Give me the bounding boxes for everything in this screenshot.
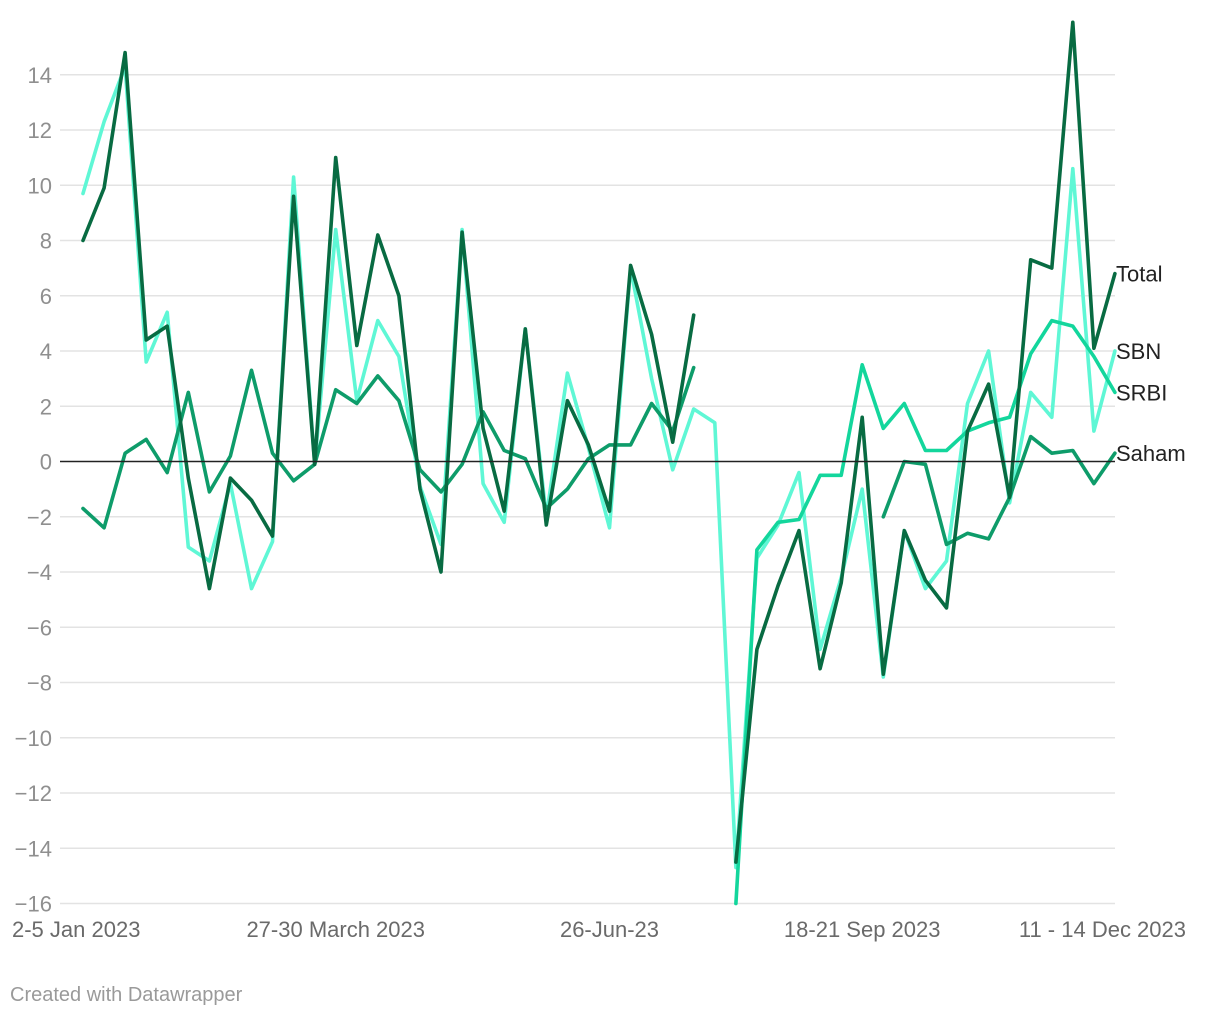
series-label-sbn: SBN	[1116, 339, 1161, 364]
x-tick-label: 11 - 14 Dec 2023	[1019, 917, 1186, 942]
chart-canvas: 14 12 10 8 6 4 2 0 −2 −4 −6 −8 −10 −12 −14 −16 2-5 Jan …	[12, 20, 1186, 942]
series-label-saham: Saham	[1116, 441, 1186, 466]
y-axis-tick-labels: 14 12 10 8 6 4 2 0 −2 −4 −6 −8 −10 −12 −14 −16	[15, 63, 52, 917]
series-line-sbn	[81, 64, 1117, 870]
y-tick-label: 12	[28, 118, 52, 143]
series-label-total: Total	[1116, 262, 1162, 287]
series-end-labels: Total SBN SRBI Saham	[1116, 262, 1186, 467]
series-lines	[60, 20, 1117, 906]
x-tick-label: 2-5 Jan 2023	[12, 917, 140, 942]
y-tick-label: 2	[40, 394, 52, 419]
y-tick-label: −10	[15, 726, 52, 751]
y-tick-label: −6	[27, 615, 52, 640]
y-tick-label: 6	[40, 284, 52, 309]
y-tick-label: 14	[28, 63, 52, 88]
y-tick-label: 4	[40, 339, 52, 364]
y-tick-label: 8	[40, 229, 52, 254]
y-tick-label: −2	[27, 505, 52, 530]
x-tick-label: 18-21 Sep 2023	[784, 917, 941, 942]
series-line-srbi	[734, 318, 1117, 906]
y-tick-label: −14	[15, 836, 52, 861]
y-tick-label: −4	[27, 560, 52, 585]
x-tick-label: 27-30 March 2023	[246, 917, 425, 942]
series-line-total	[81, 20, 1117, 864]
grid-lines	[60, 74, 1115, 905]
datawrapper-credit: Created with Datawrapper	[10, 984, 243, 1006]
x-axis-tick-labels: 2-5 Jan 2023 27-30 March 2023 26-Jun-23 18-…	[12, 917, 1186, 942]
y-tick-label: −12	[15, 781, 52, 806]
y-tick-label: 10	[28, 173, 52, 198]
y-tick-label: −16	[15, 892, 52, 917]
series-label-srbi: SRBI	[1116, 380, 1167, 405]
y-tick-label: −8	[27, 671, 52, 696]
y-tick-label: 0	[40, 450, 52, 475]
x-tick-label: 26-Jun-23	[560, 917, 659, 942]
